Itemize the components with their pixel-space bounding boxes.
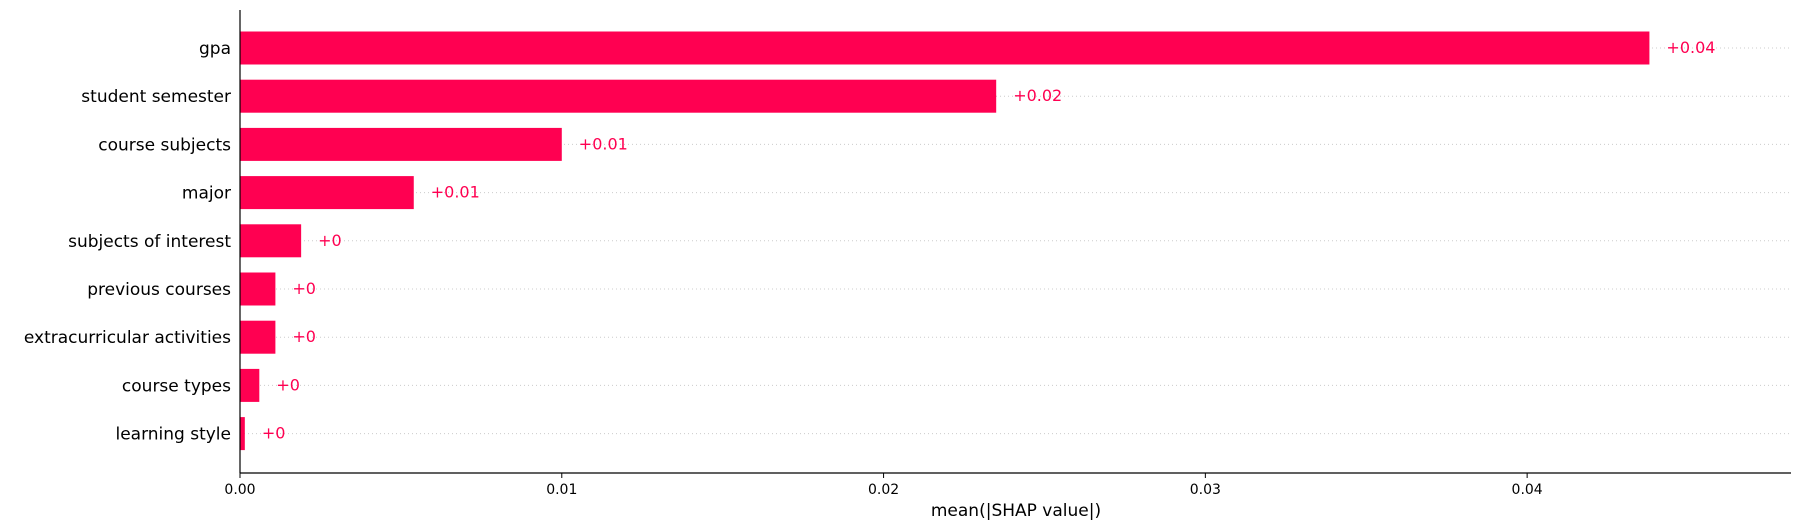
- x-tick-label: 0.00: [224, 482, 255, 498]
- value-label: +0: [318, 231, 342, 250]
- value-label: +0.04: [1666, 38, 1715, 57]
- value-labels: +0.04 +0.02 +0.01 +0.01 +0 +0 +0 +0 +0: [262, 38, 1716, 443]
- bar: [240, 417, 245, 451]
- category-label: course subjects: [98, 135, 231, 155]
- category-label: extracurricular activities: [24, 328, 231, 348]
- category-label: student semester: [81, 87, 231, 107]
- category-label: major: [182, 184, 231, 204]
- value-label: +0: [276, 375, 300, 394]
- x-tick-label: 0.01: [546, 482, 577, 498]
- category-labels: gpa student semester course subjects major s…: [24, 39, 231, 445]
- value-label: +0.02: [1013, 86, 1062, 105]
- value-label: +0: [262, 424, 286, 443]
- category-label: previous courses: [87, 280, 231, 300]
- x-tick-label: 0.02: [868, 482, 899, 498]
- bar: [240, 272, 276, 306]
- category-label: learning style: [115, 425, 231, 445]
- bar: [240, 79, 997, 113]
- bar: [240, 224, 302, 258]
- x-axis-title: mean(|SHAP value|): [931, 501, 1101, 521]
- bar: [240, 176, 414, 210]
- value-label: +0: [292, 327, 316, 346]
- bar: [240, 320, 276, 354]
- value-label: +0.01: [579, 134, 628, 153]
- x-tick-label: 0.04: [1512, 482, 1543, 498]
- value-label: +0.01: [431, 183, 480, 202]
- bar: [240, 127, 562, 161]
- category-label: subjects of interest: [68, 232, 231, 252]
- category-label: gpa: [199, 39, 231, 59]
- x-axis-ticks: 0.00 0.01 0.02 0.03 0.04: [224, 473, 1543, 498]
- bar: [240, 31, 1650, 65]
- bars: [240, 31, 1650, 451]
- x-tick-label: 0.03: [1190, 482, 1221, 498]
- bar: [240, 368, 260, 402]
- category-label: course types: [122, 376, 231, 396]
- value-label: +0: [292, 279, 316, 298]
